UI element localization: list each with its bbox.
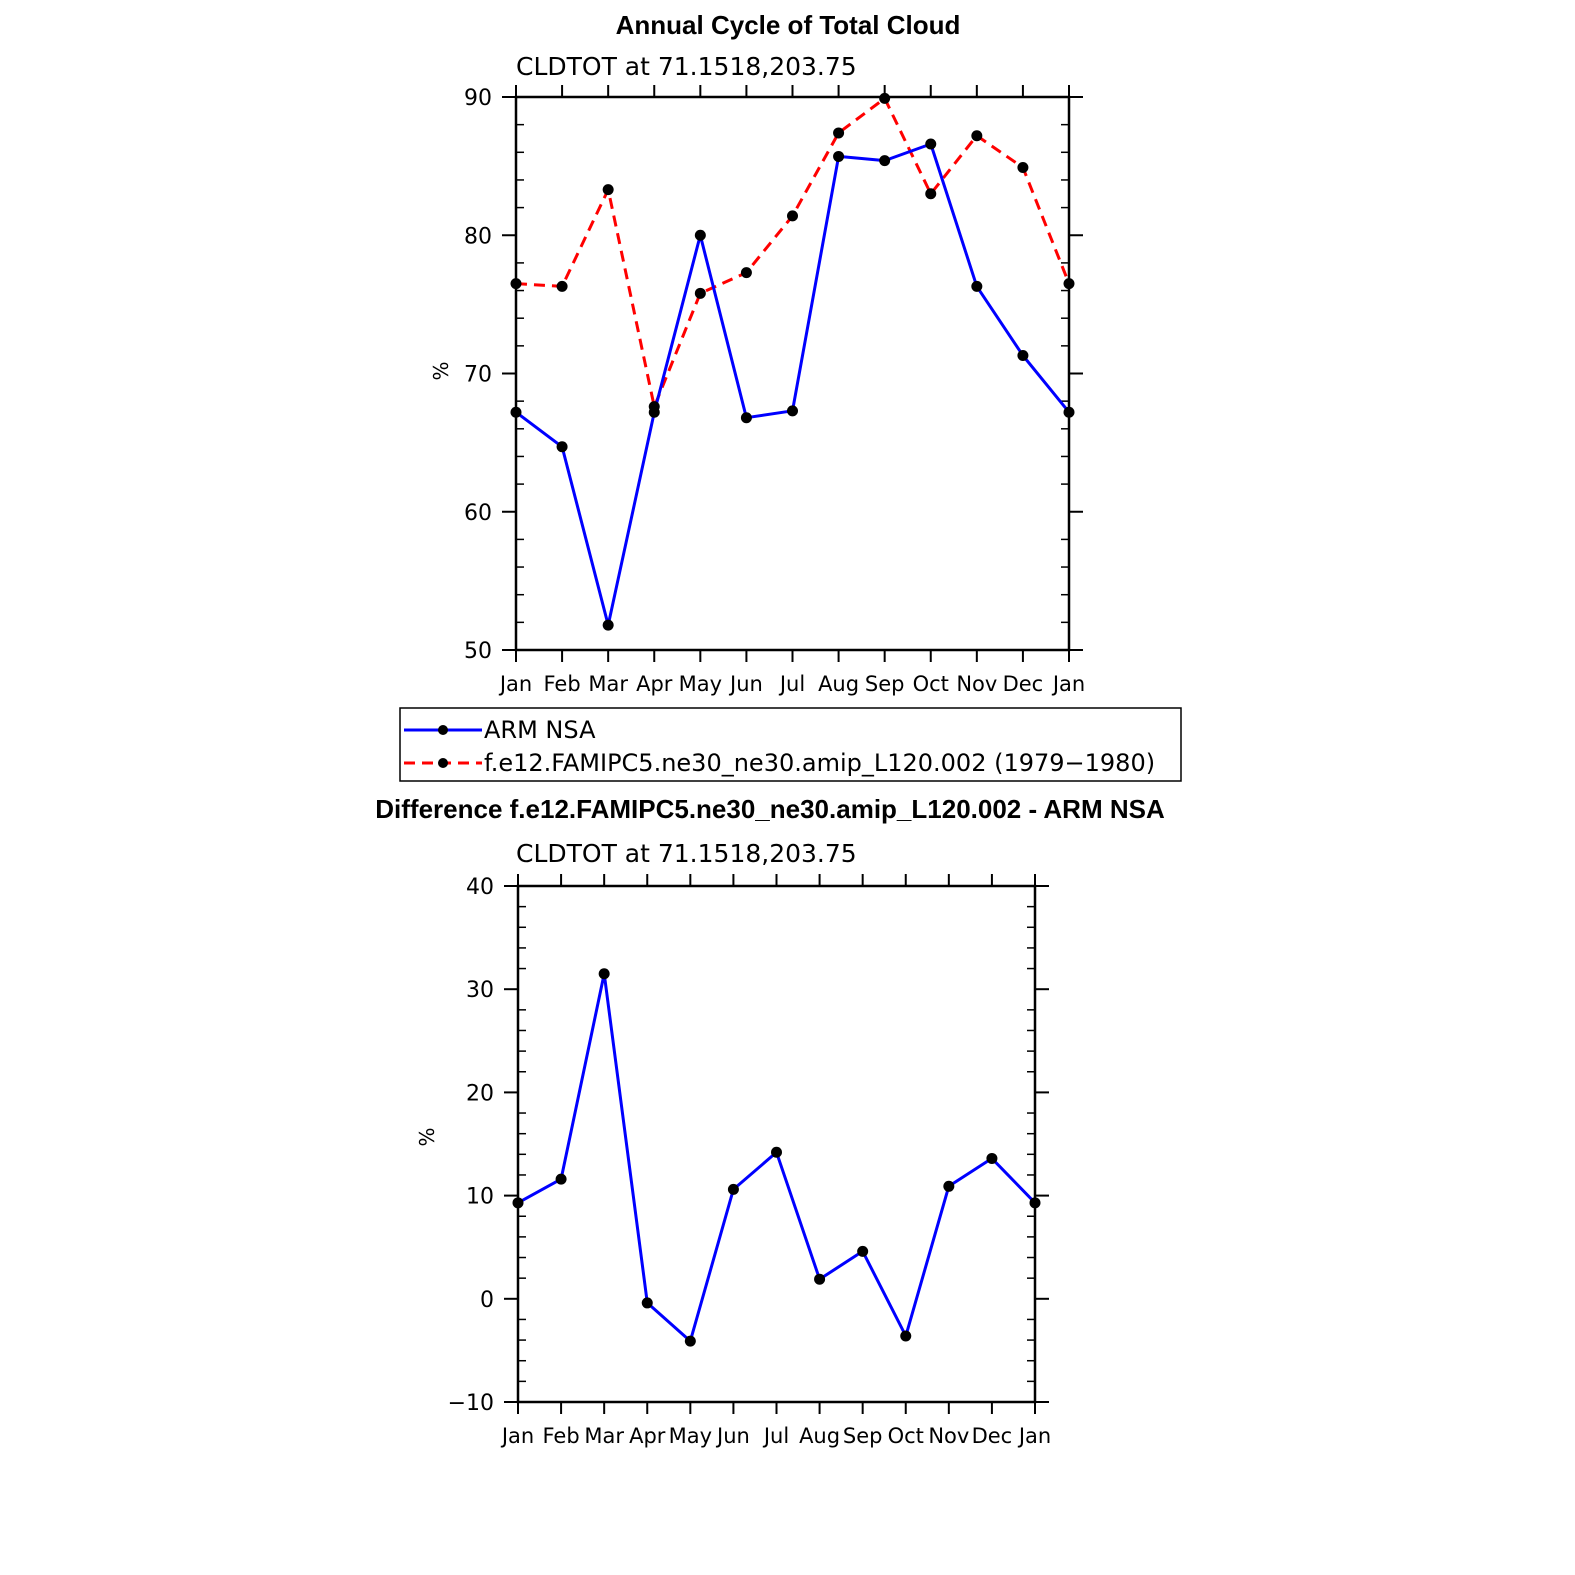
- data-point: [833, 150, 845, 162]
- plot-area: [510, 92, 1075, 631]
- y-tick-label: 90: [464, 86, 492, 111]
- data-point: [833, 127, 845, 139]
- legend-marker-model: [438, 758, 448, 768]
- x-tick-label: Jan: [498, 672, 532, 696]
- data-point: [1029, 1197, 1041, 1209]
- x-tick-label: Feb: [542, 1424, 579, 1448]
- data-point: [510, 278, 522, 290]
- plot-frame: [516, 884, 1037, 1404]
- x-tick-label: Jun: [715, 1424, 750, 1448]
- legend-label-arm: ARM NSA: [484, 716, 596, 744]
- x-tick-label: Apr: [629, 1424, 666, 1448]
- x-tick-label: Jun: [728, 672, 763, 696]
- x-tick-label: Mar: [588, 672, 628, 696]
- x-tick-label: Dec: [1003, 672, 1044, 696]
- x-tick-label: May: [669, 1424, 712, 1448]
- chart-subtitle: CLDTOT at 71.1518,203.75: [516, 52, 857, 81]
- data-point: [598, 968, 610, 980]
- data-point: [555, 1173, 567, 1185]
- data-point: [971, 280, 983, 292]
- y-tick-label: 80: [464, 224, 492, 249]
- x-tick-label: May: [679, 672, 722, 696]
- data-point: [787, 405, 798, 417]
- legend-label-model: f.e12.FAMIPC5.ne30_ne30.amip_L120.002 (1…: [484, 749, 1155, 777]
- data-point: [943, 1180, 955, 1192]
- data-point: [512, 1197, 524, 1209]
- data-point: [602, 184, 614, 196]
- x-tick-label: Apr: [636, 672, 673, 696]
- data-point: [900, 1330, 912, 1342]
- x-tick-label: Feb: [543, 672, 580, 696]
- data-point: [641, 1297, 653, 1309]
- data-point: [727, 1183, 739, 1195]
- y-tick-label: 40: [466, 875, 494, 900]
- y-tick-label: 30: [466, 978, 494, 1003]
- y-tick-label: −10: [448, 1391, 494, 1416]
- data-point: [602, 619, 614, 631]
- x-tick-label: Aug: [799, 1424, 840, 1448]
- y-tick-label: 20: [466, 1081, 494, 1106]
- y-axis-label: %: [429, 361, 453, 380]
- chart-title: Annual Cycle of Total Cloud: [616, 10, 961, 40]
- data-point: [925, 138, 937, 150]
- x-tick-label: Jan: [500, 1424, 534, 1448]
- data-point: [510, 406, 522, 418]
- data-point: [1017, 350, 1029, 362]
- legend: ARM NSA f.e12.FAMIPC5.ne30_ne30.amip_L12…: [399, 707, 1182, 782]
- plot-frame: [514, 95, 1071, 652]
- data-point: [1063, 406, 1075, 418]
- data-point: [814, 1273, 826, 1285]
- x-tick-label: Nov: [956, 672, 997, 696]
- chart-subtitle: CLDTOT at 71.1518,203.75: [516, 839, 857, 868]
- axes-frame: Jan Feb Mar Apr May Jun Jul Aug Sep Oct Nov Dec Jan−…: [448, 874, 1051, 1448]
- data-point: [971, 130, 983, 142]
- y-tick-label: 60: [464, 501, 492, 526]
- plot-area: [512, 968, 1041, 1347]
- series-line: [515, 96, 1071, 409]
- x-tick-label: Jul: [778, 672, 805, 696]
- data-point: [684, 1335, 696, 1347]
- x-tick-label: Mar: [584, 1424, 624, 1448]
- x-tick-label: Nov: [928, 1424, 969, 1448]
- data-point: [648, 401, 660, 413]
- x-tick-label: Oct: [888, 1424, 924, 1448]
- legend-box: [399, 707, 1182, 782]
- x-tick-label: Jul: [762, 1424, 789, 1448]
- data-point: [787, 210, 798, 222]
- legend-marker-arm: [438, 725, 448, 735]
- data-point: [740, 412, 752, 424]
- data-point: [986, 1152, 998, 1164]
- x-tick-label: Oct: [913, 672, 949, 696]
- x-tick-label: Jan: [1051, 672, 1085, 696]
- x-tick-label: Jan: [1017, 1424, 1051, 1448]
- data-point: [740, 267, 752, 279]
- data-point: [879, 155, 891, 167]
- y-tick-label: 0: [480, 1288, 494, 1313]
- data-point: [694, 287, 706, 299]
- x-tick-label: Sep: [843, 1424, 883, 1448]
- data-point: [1017, 162, 1029, 174]
- axes-frame: Jan Feb Mar Apr May Jun Jul Aug Sep Oct Nov Dec Jan5…: [464, 85, 1085, 696]
- data-point: [1063, 278, 1075, 290]
- y-tick-label: 10: [466, 1185, 494, 1210]
- annual-cycle-chart: Annual Cycle of Total Cloud CLDTOT at 71…: [429, 10, 1085, 696]
- y-tick-label: 50: [464, 639, 492, 664]
- data-point: [556, 441, 568, 453]
- data-point: [857, 1245, 869, 1257]
- data-point: [556, 280, 568, 292]
- x-tick-label: Aug: [818, 672, 859, 696]
- data-point: [925, 188, 937, 200]
- chart-title: Difference f.e12.FAMIPC5.ne30_ne30.amip_…: [375, 794, 1165, 824]
- x-tick-label: Dec: [972, 1424, 1013, 1448]
- y-tick-label: 70: [464, 363, 492, 388]
- y-axis-label: %: [415, 1127, 439, 1146]
- x-tick-label: Sep: [865, 672, 905, 696]
- difference-chart: Difference f.e12.FAMIPC5.ne30_ne30.amip_…: [375, 794, 1165, 1448]
- data-point: [771, 1146, 782, 1158]
- data-point: [694, 229, 706, 241]
- data-point: [879, 92, 891, 104]
